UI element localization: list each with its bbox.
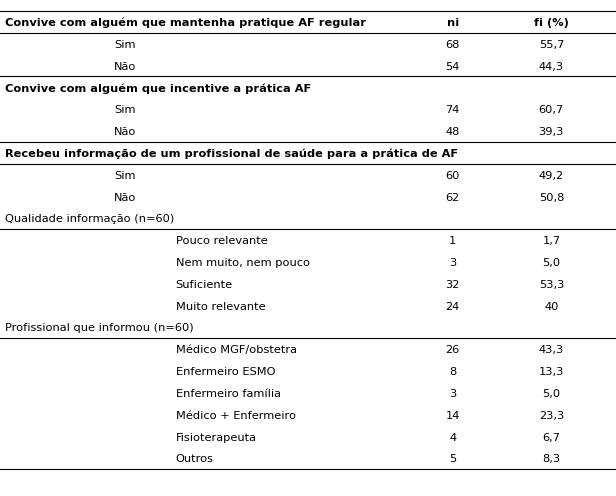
Text: 14: 14 bbox=[445, 411, 460, 421]
Text: Enfermeiro ESMO: Enfermeiro ESMO bbox=[176, 367, 275, 377]
Text: ni: ni bbox=[447, 18, 459, 28]
Text: Não: Não bbox=[114, 192, 136, 202]
Text: 4: 4 bbox=[449, 433, 456, 442]
Text: 68: 68 bbox=[445, 40, 460, 50]
Text: Outros: Outros bbox=[176, 454, 214, 464]
Text: 13,3: 13,3 bbox=[538, 367, 564, 377]
Text: Médico + Enfermeiro: Médico + Enfermeiro bbox=[176, 411, 296, 421]
Text: Sim: Sim bbox=[114, 171, 136, 181]
Text: 40: 40 bbox=[544, 302, 559, 311]
Text: 3: 3 bbox=[449, 389, 456, 399]
Text: 44,3: 44,3 bbox=[539, 62, 564, 71]
Text: 74: 74 bbox=[445, 105, 460, 115]
Text: 23,3: 23,3 bbox=[539, 411, 564, 421]
Text: Sim: Sim bbox=[114, 40, 136, 50]
Text: 55,7: 55,7 bbox=[538, 40, 564, 50]
Text: 24: 24 bbox=[445, 302, 460, 311]
Text: Enfermeiro família: Enfermeiro família bbox=[176, 389, 280, 399]
Text: Não: Não bbox=[114, 127, 136, 137]
Text: fi (%): fi (%) bbox=[534, 18, 569, 28]
Text: Não: Não bbox=[114, 62, 136, 71]
Text: 50,8: 50,8 bbox=[538, 192, 564, 202]
Text: 6,7: 6,7 bbox=[542, 433, 561, 442]
Text: 32: 32 bbox=[445, 280, 460, 290]
Text: Qualidade informação (n=60): Qualidade informação (n=60) bbox=[5, 214, 174, 224]
Text: 5: 5 bbox=[449, 454, 456, 464]
Text: 5,0: 5,0 bbox=[542, 258, 561, 268]
Text: 49,2: 49,2 bbox=[539, 171, 564, 181]
Text: 39,3: 39,3 bbox=[538, 127, 564, 137]
Text: 1: 1 bbox=[449, 236, 456, 246]
Text: 43,3: 43,3 bbox=[539, 345, 564, 355]
Text: 60: 60 bbox=[445, 171, 460, 181]
Text: 62: 62 bbox=[445, 192, 460, 202]
Text: 1,7: 1,7 bbox=[542, 236, 561, 246]
Text: 8,3: 8,3 bbox=[542, 454, 561, 464]
Text: Sim: Sim bbox=[114, 105, 136, 115]
Text: 5,0: 5,0 bbox=[542, 389, 561, 399]
Text: Convive com alguém que mantenha pratique AF regular: Convive com alguém que mantenha pratique… bbox=[5, 18, 366, 28]
Text: 26: 26 bbox=[445, 345, 460, 355]
Text: Médico MGF/obstetra: Médico MGF/obstetra bbox=[176, 345, 296, 355]
Text: Profissional que informou (n=60): Profissional que informou (n=60) bbox=[5, 323, 193, 333]
Text: Nem muito, nem pouco: Nem muito, nem pouco bbox=[176, 258, 310, 268]
Text: 3: 3 bbox=[449, 258, 456, 268]
Text: 60,7: 60,7 bbox=[539, 105, 564, 115]
Text: Pouco relevante: Pouco relevante bbox=[176, 236, 267, 246]
Text: Fisioterapeuta: Fisioterapeuta bbox=[176, 433, 256, 442]
Text: 54: 54 bbox=[445, 62, 460, 71]
Text: 48: 48 bbox=[445, 127, 460, 137]
Text: 8: 8 bbox=[449, 367, 456, 377]
Text: 53,3: 53,3 bbox=[538, 280, 564, 290]
Text: Recebeu informação de um profissional de saúde para a prática de AF: Recebeu informação de um profissional de… bbox=[5, 149, 458, 159]
Text: Suficiente: Suficiente bbox=[176, 280, 233, 290]
Text: Muito relevante: Muito relevante bbox=[176, 302, 265, 311]
Text: Convive com alguém que incentive a prática AF: Convive com alguém que incentive a práti… bbox=[5, 83, 311, 94]
